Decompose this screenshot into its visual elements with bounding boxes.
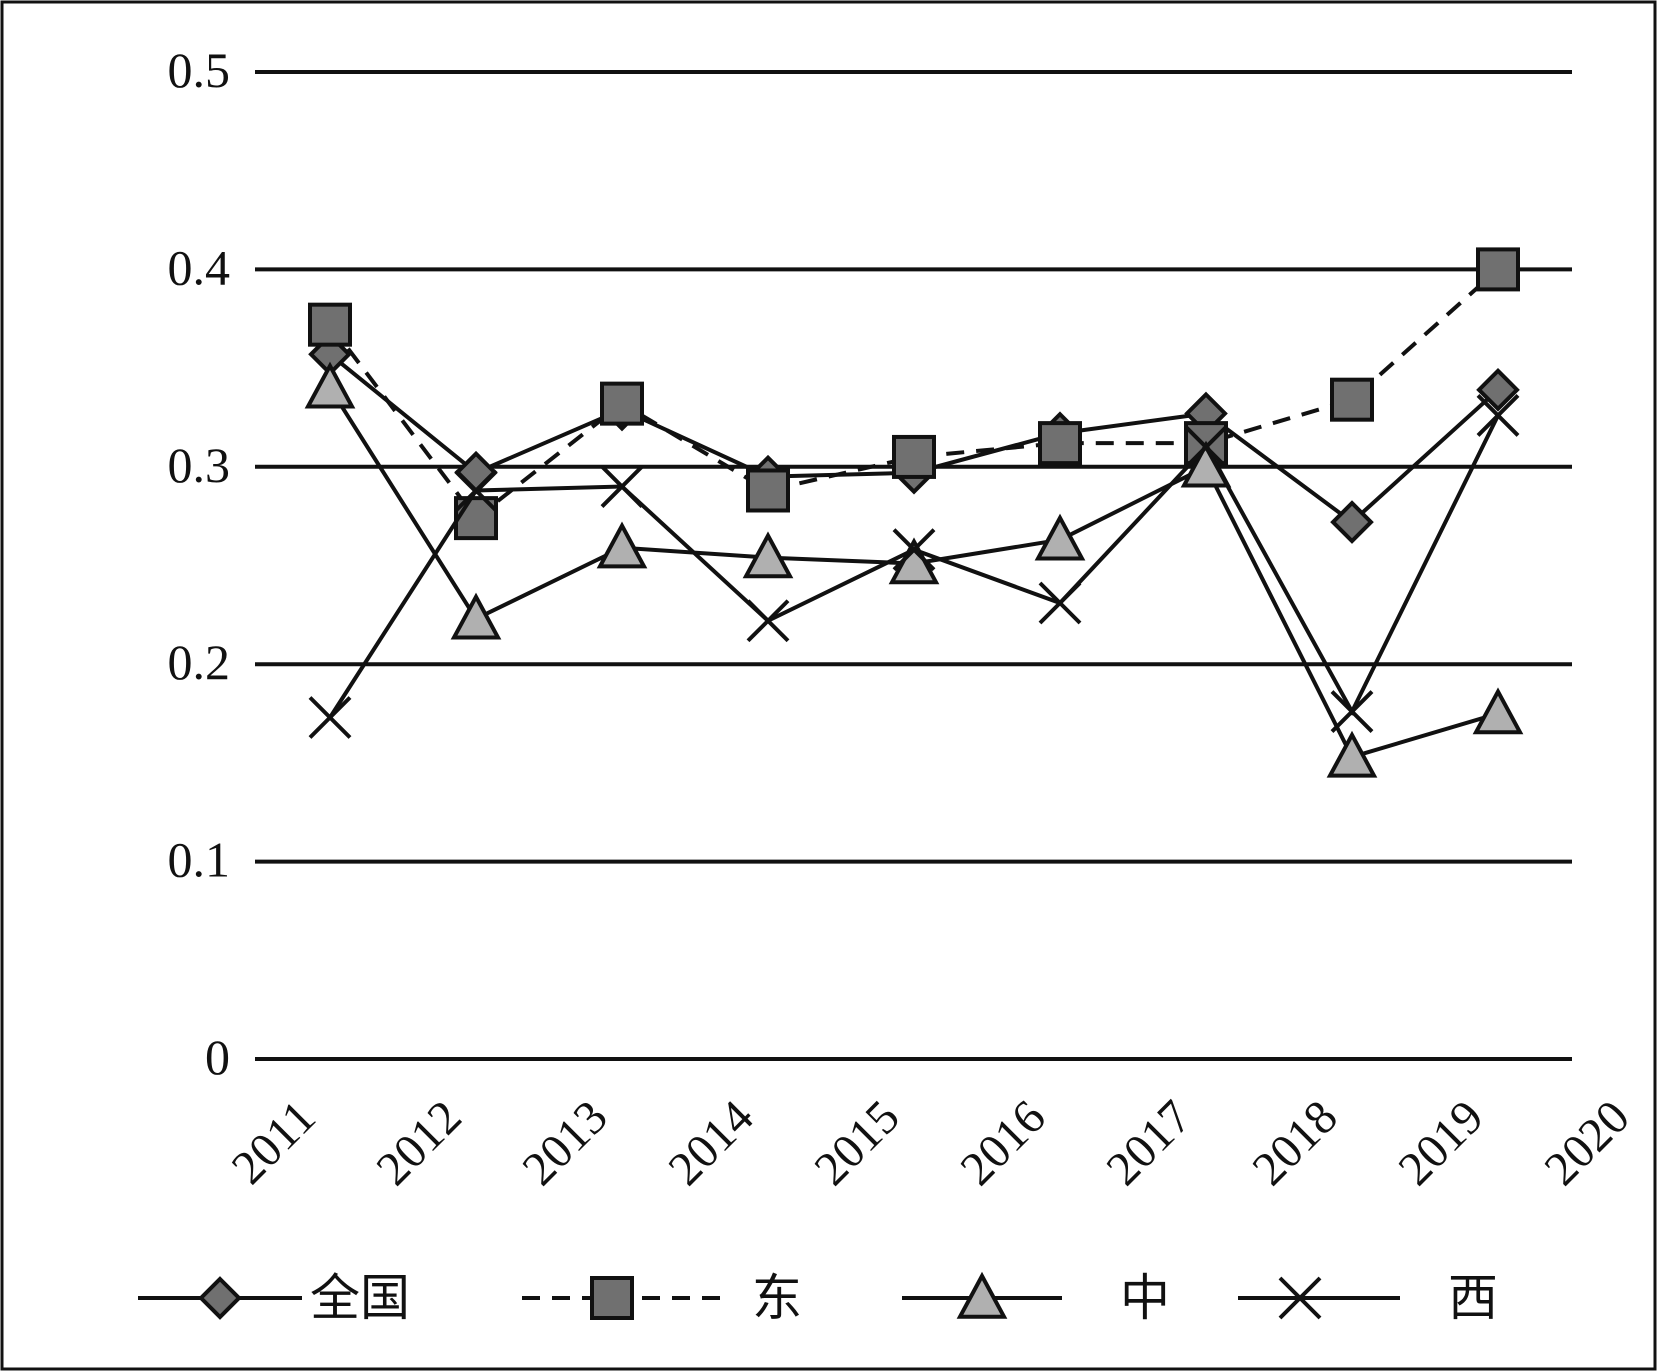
data-point <box>1476 367 1520 412</box>
data-point <box>746 599 790 643</box>
data-point <box>1184 425 1228 469</box>
y-tick-label: 0.5 <box>168 42 231 98</box>
data-point <box>746 468 790 513</box>
y-tick-label: 0.1 <box>168 832 231 888</box>
data-point <box>450 592 502 640</box>
data-point <box>1330 377 1374 422</box>
legend-item: 东 <box>522 1269 802 1327</box>
series-4 <box>308 394 1520 739</box>
legend-item: 中 <box>902 1269 1170 1327</box>
data-point <box>304 361 356 409</box>
legend-label: 东 <box>752 1269 802 1327</box>
data-point <box>308 696 352 739</box>
legend-marker <box>198 1276 242 1320</box>
data-point <box>1472 687 1524 735</box>
y-tick-label: 0 <box>205 1029 230 1085</box>
data-point <box>600 381 644 426</box>
legend-label: 全国 <box>310 1269 410 1327</box>
data-point <box>1038 581 1082 625</box>
data-point <box>1330 690 1374 733</box>
data-point <box>454 469 498 512</box>
series-line <box>328 267 1500 521</box>
y-tick-labels: 0 0.1 0.2 0.3 0.4 0.5 <box>168 42 231 1085</box>
data-point <box>1476 247 1520 292</box>
legend-item: 西 <box>1238 1269 1498 1327</box>
data-point <box>1038 421 1082 466</box>
data-point <box>892 434 936 479</box>
legend-item: 全国 <box>138 1269 410 1327</box>
legend: 全国 东 中 西 <box>138 1269 1498 1327</box>
data-point <box>600 465 644 508</box>
data-point <box>596 521 648 569</box>
data-point <box>1330 500 1374 544</box>
data-point <box>742 531 794 579</box>
legend-label: 西 <box>1448 1269 1498 1327</box>
legend-marker <box>590 1276 634 1320</box>
gridlines <box>255 70 1572 1061</box>
y-tick-label: 0.2 <box>168 634 231 690</box>
y-tick-label: 0.4 <box>168 239 231 295</box>
y-tick-label: 0.3 <box>168 437 231 493</box>
legend-label: 中 <box>1120 1269 1170 1327</box>
series-lines <box>304 247 1524 778</box>
data-point <box>1326 730 1378 778</box>
data-point <box>892 528 936 572</box>
data-point <box>1476 394 1520 437</box>
series-2 <box>308 247 1520 541</box>
data-point <box>1034 513 1086 561</box>
legend-marker <box>1278 1276 1322 1320</box>
data-point <box>308 302 352 347</box>
legend-marker <box>956 1271 1008 1319</box>
